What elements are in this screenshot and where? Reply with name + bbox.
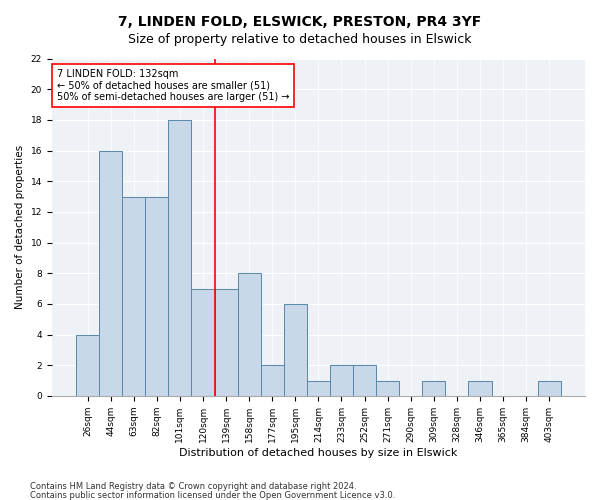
Bar xyxy=(169,120,191,396)
Text: Contains HM Land Registry data © Crown copyright and database right 2024.: Contains HM Land Registry data © Crown c… xyxy=(30,482,356,491)
Bar xyxy=(353,365,376,396)
Bar xyxy=(215,288,238,396)
Bar xyxy=(238,273,260,396)
Bar xyxy=(76,334,99,396)
Bar xyxy=(260,365,284,396)
Bar xyxy=(145,196,169,396)
Bar xyxy=(330,365,353,396)
Bar xyxy=(191,288,215,396)
Bar xyxy=(538,380,561,396)
Bar xyxy=(122,196,145,396)
Text: Contains public sector information licensed under the Open Government Licence v3: Contains public sector information licen… xyxy=(30,490,395,500)
Bar xyxy=(376,380,399,396)
X-axis label: Distribution of detached houses by size in Elswick: Distribution of detached houses by size … xyxy=(179,448,458,458)
Y-axis label: Number of detached properties: Number of detached properties xyxy=(15,145,25,309)
Bar xyxy=(99,150,122,396)
Bar xyxy=(469,380,491,396)
Text: Size of property relative to detached houses in Elswick: Size of property relative to detached ho… xyxy=(128,32,472,46)
Bar xyxy=(422,380,445,396)
Text: 7 LINDEN FOLD: 132sqm
← 50% of detached houses are smaller (51)
50% of semi-deta: 7 LINDEN FOLD: 132sqm ← 50% of detached … xyxy=(57,68,290,102)
Bar xyxy=(307,380,330,396)
Text: 7, LINDEN FOLD, ELSWICK, PRESTON, PR4 3YF: 7, LINDEN FOLD, ELSWICK, PRESTON, PR4 3Y… xyxy=(118,15,482,29)
Bar xyxy=(284,304,307,396)
